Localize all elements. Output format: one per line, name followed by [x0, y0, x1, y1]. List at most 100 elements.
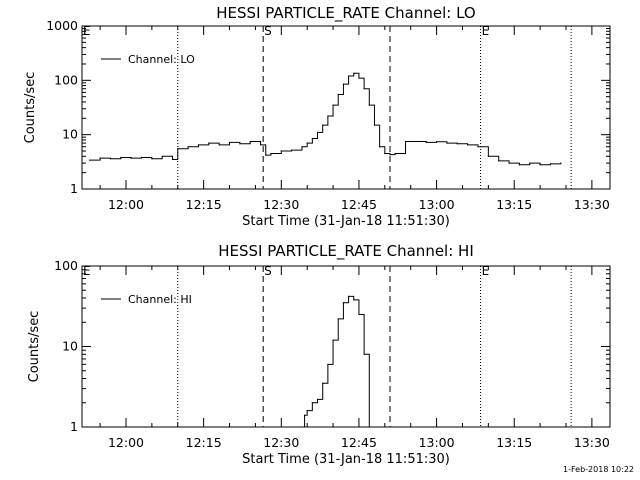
panel-2-plot-frame	[81, 265, 611, 428]
panel-1-data-point	[337, 93, 339, 96]
panel-1-data-point	[456, 143, 458, 145]
panel-1-data-point	[177, 148, 179, 150]
panel-2-x-axis-label: Start Time (31-Jan-18 11:51:30)	[242, 452, 450, 467]
panel-1-data-point	[358, 77, 360, 79]
panel-2-data-point	[363, 353, 365, 355]
panel-1-data-point	[291, 149, 293, 151]
panel-1-y-tick-label: 100	[54, 72, 78, 87]
panel-1-x-tick-label: 12:00	[108, 197, 144, 212]
panel-1-data-point	[389, 153, 391, 156]
panel-1-data-point	[109, 158, 112, 160]
panel-1-plot-frame	[81, 25, 611, 190]
panel-1-data-point	[259, 144, 262, 146]
panel-1-data-point	[151, 158, 153, 160]
panel-1-data-point	[265, 154, 267, 156]
panel-1-data-point	[239, 143, 241, 145]
panel-2-data-point	[327, 363, 329, 365]
panel-1-data-point	[446, 142, 448, 144]
panel-2-x-tick-label: 12:15	[186, 435, 222, 450]
panel-1-series-line	[89, 72, 562, 166]
panel-1-x-axis-label: Start Time (31-Jan-18 11:51:30)	[242, 214, 450, 229]
panel-1-data-point	[529, 162, 531, 164]
panel-2-data-point	[368, 426, 370, 428]
panel-2-y-axis-label: Counts/sec	[27, 311, 42, 383]
panel-1-data-point	[487, 155, 489, 157]
panel-1-y-tick-label: 1	[70, 181, 78, 196]
panel-2-data-point	[306, 409, 308, 412]
panel-2-series-line	[302, 295, 370, 428]
panel-2-x-tick-label: 12:45	[341, 435, 377, 450]
panel-1-data-point	[379, 146, 381, 148]
panel-2-x-tick-label: 13:30	[574, 435, 610, 450]
panel-1-data-point	[384, 152, 386, 155]
panel-1-x-tick-label: 13:15	[496, 197, 532, 212]
panel-1-data-point	[518, 164, 521, 166]
panel-1-data-point	[477, 146, 479, 148]
panel-2-legend-label: Channel: HI	[128, 293, 192, 306]
panel-1-data-point	[99, 157, 101, 159]
panel-1-chart-title: HESSI PARTICLE_RATE Channel: LO	[216, 4, 475, 23]
panel-2-data-point	[301, 426, 303, 428]
panel-1-data-point	[218, 144, 220, 146]
panel-2-data-point	[322, 382, 324, 384]
panel-1-data-point	[280, 150, 282, 152]
panel-2-x-tick-label: 13:00	[419, 435, 455, 450]
panel-1-data-point	[415, 140, 417, 143]
panel-1-data-point	[539, 164, 541, 166]
panel-1-data-point	[311, 137, 313, 140]
panel-1-data-point	[140, 156, 143, 159]
panel-1-data-point	[120, 156, 122, 159]
panel-2-chart-title: HESSI PARTICLE_RATE Channel: HI	[218, 242, 474, 261]
panel-1-data-point	[316, 131, 319, 134]
panel-1-y-tick-label: 1000	[46, 18, 78, 33]
panel-2-data-point	[311, 402, 313, 404]
panel-1-data-point	[301, 146, 303, 148]
panel-1-marker-label: E	[83, 24, 91, 38]
panel-1-data-point	[171, 158, 174, 161]
panel-1-data-point	[435, 141, 438, 143]
panel-2-data-point	[337, 318, 339, 320]
panel-2-data-point	[347, 295, 350, 297]
panel-1-marker-label: S	[264, 24, 272, 38]
panel-1-data-point	[130, 157, 132, 159]
panel-1-data-point	[161, 155, 163, 157]
panel-1-x-tick-label: 13:00	[419, 197, 455, 212]
panel-2-data-point	[342, 302, 345, 304]
panel-1-x-tick-label: 12:45	[341, 197, 377, 212]
panel-1-data-point	[425, 141, 427, 144]
panel-1-data-point	[89, 159, 91, 161]
panel-2-y-tick-label: 100	[54, 258, 78, 273]
panel-1-data-point	[327, 115, 329, 117]
panel-2-marker-label: S	[264, 264, 272, 278]
panel-1-data-point	[208, 142, 210, 144]
panel-1-data-point	[270, 152, 272, 155]
panel-1-x-tick-label: 12:30	[263, 197, 299, 212]
panel-1-data-point	[322, 124, 324, 126]
panel-2-marker-label: E	[83, 264, 91, 278]
panel-1-data-point	[560, 162, 562, 164]
panel-1-y-axis-label: Counts/sec	[23, 72, 38, 144]
panel-1-data-point	[394, 152, 396, 155]
generation-timestamp: 1-Feb-2018 10:22	[563, 465, 634, 474]
panel-2-data-point	[358, 313, 360, 316]
panel-2-data-point	[353, 299, 355, 301]
panel-2-data-point	[303, 414, 306, 416]
panel-1-y-tick-label: 10	[62, 127, 78, 142]
panel-2-data-point	[332, 339, 334, 341]
panel-1-marker-label: E	[482, 24, 490, 38]
panel-1-data-point	[306, 142, 308, 144]
panel-1-data-point	[353, 72, 355, 74]
panel-1-legend-label: Channel: LO	[128, 53, 195, 66]
panel-1-data-point	[347, 75, 350, 77]
panel-2-x-tick-label: 12:30	[263, 435, 299, 450]
panel-1-data-point	[197, 144, 200, 146]
panel-2-data-point	[316, 398, 319, 401]
panel-1-data-point	[332, 104, 334, 106]
panel-1-x-tick-label: 12:15	[186, 197, 222, 212]
panel-1-data-point	[498, 160, 500, 162]
panel-1-data-point	[508, 162, 510, 164]
panel-2-x-tick-label: 12:00	[108, 435, 144, 450]
panel-1-data-point	[404, 140, 407, 143]
panel-1-x-tick-label: 13:30	[574, 197, 610, 212]
panel-2-x-tick-label: 13:15	[496, 435, 532, 450]
